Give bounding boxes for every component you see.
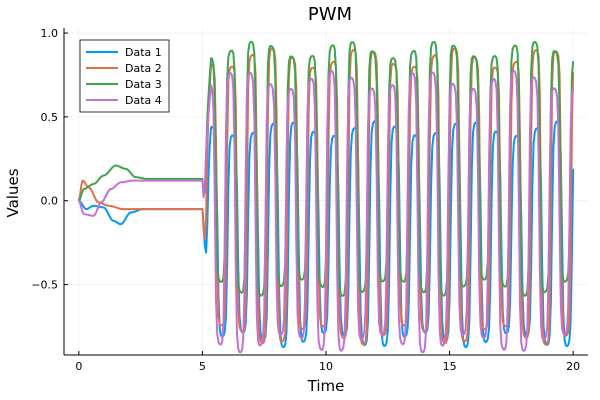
- y-tick-label: 0.5: [41, 111, 59, 124]
- y-axis-label: Values: [4, 168, 22, 217]
- x-tick-label: 5: [199, 360, 206, 373]
- x-tick-label: 10: [319, 360, 333, 373]
- legend-entry: Data 4: [125, 94, 162, 107]
- y-tick-label: 1.0: [41, 27, 59, 40]
- axes: 0 5 10 15 20 −0.5 0.0 0.5 1.0: [31, 27, 588, 373]
- y-tick-label: −0.5: [31, 279, 58, 292]
- legend: Data 1 Data 2 Data 3 Data 4: [79, 39, 170, 113]
- x-tick-label: 0: [75, 360, 82, 373]
- series-lines: [77, 40, 575, 354]
- series-line-2: [77, 47, 575, 346]
- series-line-4: [77, 69, 575, 354]
- legend-entry: Data 1: [125, 46, 162, 59]
- x-axis-label: Time: [307, 377, 345, 395]
- legend-entry: Data 2: [125, 62, 162, 75]
- x-tick-label: 20: [566, 360, 580, 373]
- y-tick-label: 0.0: [41, 195, 59, 208]
- legend-entry: Data 3: [125, 78, 162, 91]
- x-tick-label: 15: [443, 360, 457, 373]
- chart-title: PWM: [308, 4, 352, 25]
